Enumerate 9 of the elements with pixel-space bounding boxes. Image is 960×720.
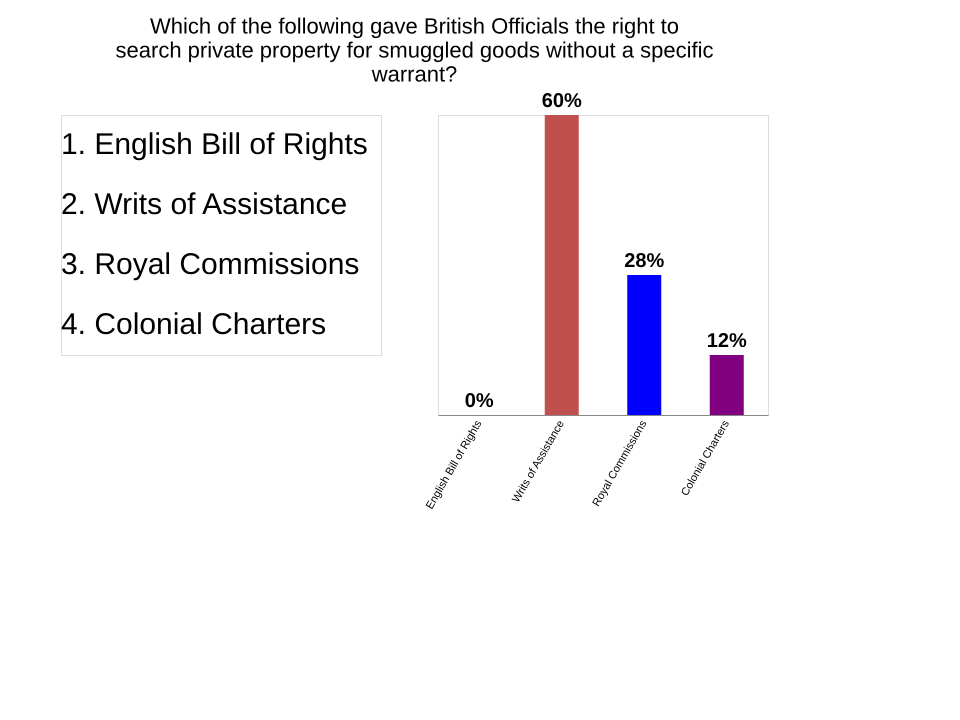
chart-title: Which of the following gave British Officials the right to search private property for smuggled goods without a specific warrant? bbox=[116, 14, 714, 86]
data-label: 0% bbox=[464, 390, 494, 412]
text: 3. Royal Commissions bbox=[61, 248, 360, 281]
text: 2. Writs of Assistance bbox=[61, 188, 348, 221]
data-label: 28% bbox=[624, 250, 664, 272]
text: 4. Colonial Charters bbox=[61, 308, 326, 341]
data-label: 60% bbox=[542, 90, 582, 112]
data-label: 12% bbox=[706, 330, 747, 352]
text: 1. English Bill of Rights bbox=[61, 128, 368, 161]
